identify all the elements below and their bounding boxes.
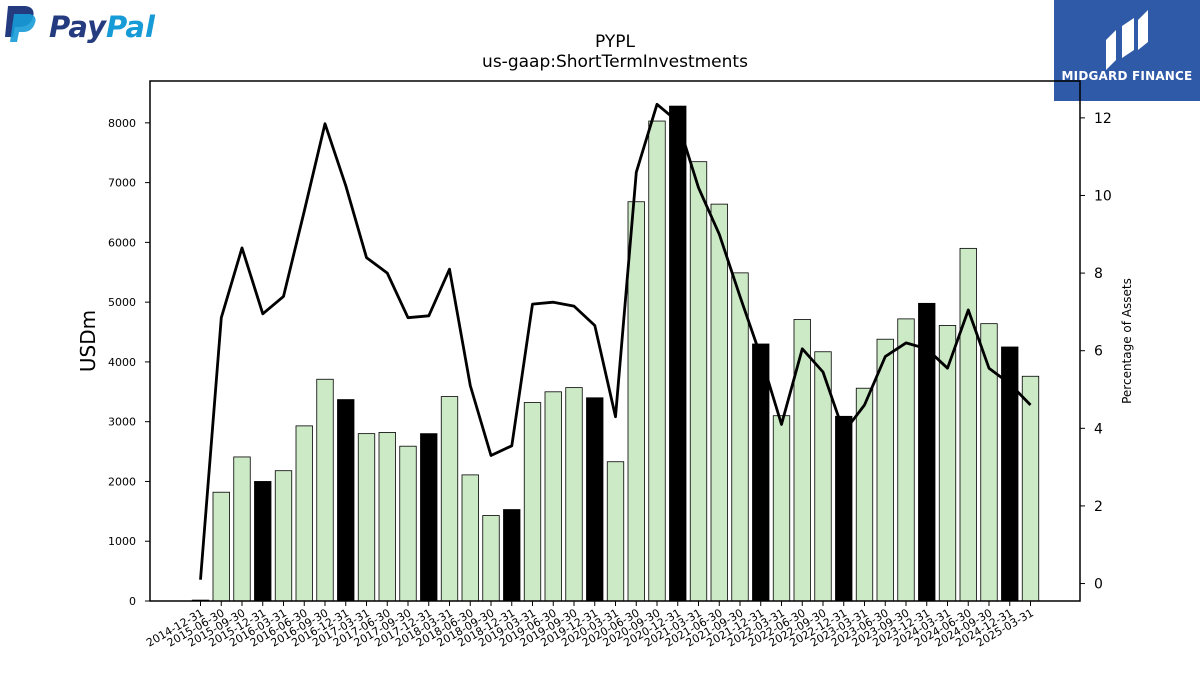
y-tick-label-2000: 2000 (108, 475, 136, 488)
bar-2018-09-30 (482, 515, 500, 602)
bar-2015-12-31 (254, 481, 272, 602)
bar-2024-06-30 (959, 247, 977, 602)
y2-tick-label-6: 6 (1094, 344, 1103, 360)
bar-2015-06-30 (212, 491, 230, 602)
svg-text:PayPal: PayPal (49, 10, 156, 44)
y2-tick-label-0: 0 (1094, 577, 1103, 593)
bar-2017-09-30 (399, 445, 417, 602)
bar-2023-03-31 (855, 387, 874, 602)
y-tick-label-4000: 4000 (108, 356, 136, 369)
bar-2019-12-31 (586, 397, 604, 602)
y-tick-label-6000: 6000 (108, 236, 136, 249)
bar-2023-09-30 (897, 318, 915, 602)
bar-2020-06-30 (627, 201, 645, 602)
y-tick-label-1000: 1000 (108, 535, 136, 548)
bar-2018-12-31 (503, 509, 521, 602)
bar-2016-12-31 (337, 399, 355, 602)
bar-2016-09-30 (316, 378, 334, 602)
y-tick-label-3000: 3000 (108, 416, 136, 429)
midgard-mark-icon (1106, 10, 1148, 70)
bar-2015-09-30 (233, 456, 251, 602)
y-tick-label-8000: 8000 (108, 117, 136, 130)
y2-tick-label-8: 8 (1094, 266, 1103, 282)
bar-2021-06-30 (710, 203, 728, 602)
bar-2020-12-31 (669, 105, 687, 602)
y2-tick-label-4: 4 (1094, 421, 1103, 437)
y-tick-label-0: 0 (129, 595, 136, 608)
bar-2021-03-31 (689, 161, 708, 602)
bar-2016-06-30 (295, 425, 313, 602)
percentage-of-assets-line (199, 102, 1032, 580)
bar-2019-06-30 (544, 391, 562, 602)
midgard-logo-text: MIDGARD FINANCE (1061, 69, 1193, 83)
y2-tick-label-12: 12 (1094, 111, 1112, 127)
bar-2017-03-31 (357, 433, 376, 602)
y-axis-label: USDm (76, 310, 100, 372)
bar-2018-03-31 (440, 396, 459, 602)
bar-2020-03-31 (606, 461, 625, 602)
bar-2019-03-31 (523, 402, 542, 602)
bar-2017-06-30 (378, 432, 396, 602)
bar-2020-09-30 (648, 120, 666, 602)
bar-2016-03-31 (274, 470, 293, 602)
bar-2021-09-30 (731, 272, 749, 602)
y-tick-label-5000: 5000 (108, 296, 136, 309)
bar-2022-12-31 (835, 415, 853, 602)
bar-2018-06-30 (461, 474, 479, 602)
y2-tick-label-10: 10 (1094, 188, 1112, 204)
chart-subtitle: us-gaap:ShortTermInvestments (482, 52, 748, 72)
bar-2017-12-31 (420, 433, 438, 602)
bar-2025-03-31 (1021, 375, 1040, 602)
y-tick-label-7000: 7000 (108, 177, 136, 190)
paypal-logo-pay: Pay (49, 10, 107, 44)
bar-2021-12-31 (752, 343, 770, 602)
midgard-finance-logo: MIDGARD FINANCE (1054, 0, 1200, 101)
y2-axis-label: Percentage of Assets (1120, 278, 1134, 404)
bar-2022-06-30 (793, 319, 811, 602)
paypal-logo: PayPal (4, 4, 164, 48)
bar-2023-06-30 (876, 338, 894, 602)
y2-tick-label-2: 2 (1094, 499, 1103, 515)
paypal-logo-pal: Pal (106, 10, 156, 44)
bar-2022-03-31 (772, 415, 791, 602)
chart-title: PYPL (595, 32, 635, 52)
paypal-mark-icon: PayPal (5, 6, 156, 44)
bar-2019-09-30 (565, 387, 583, 602)
